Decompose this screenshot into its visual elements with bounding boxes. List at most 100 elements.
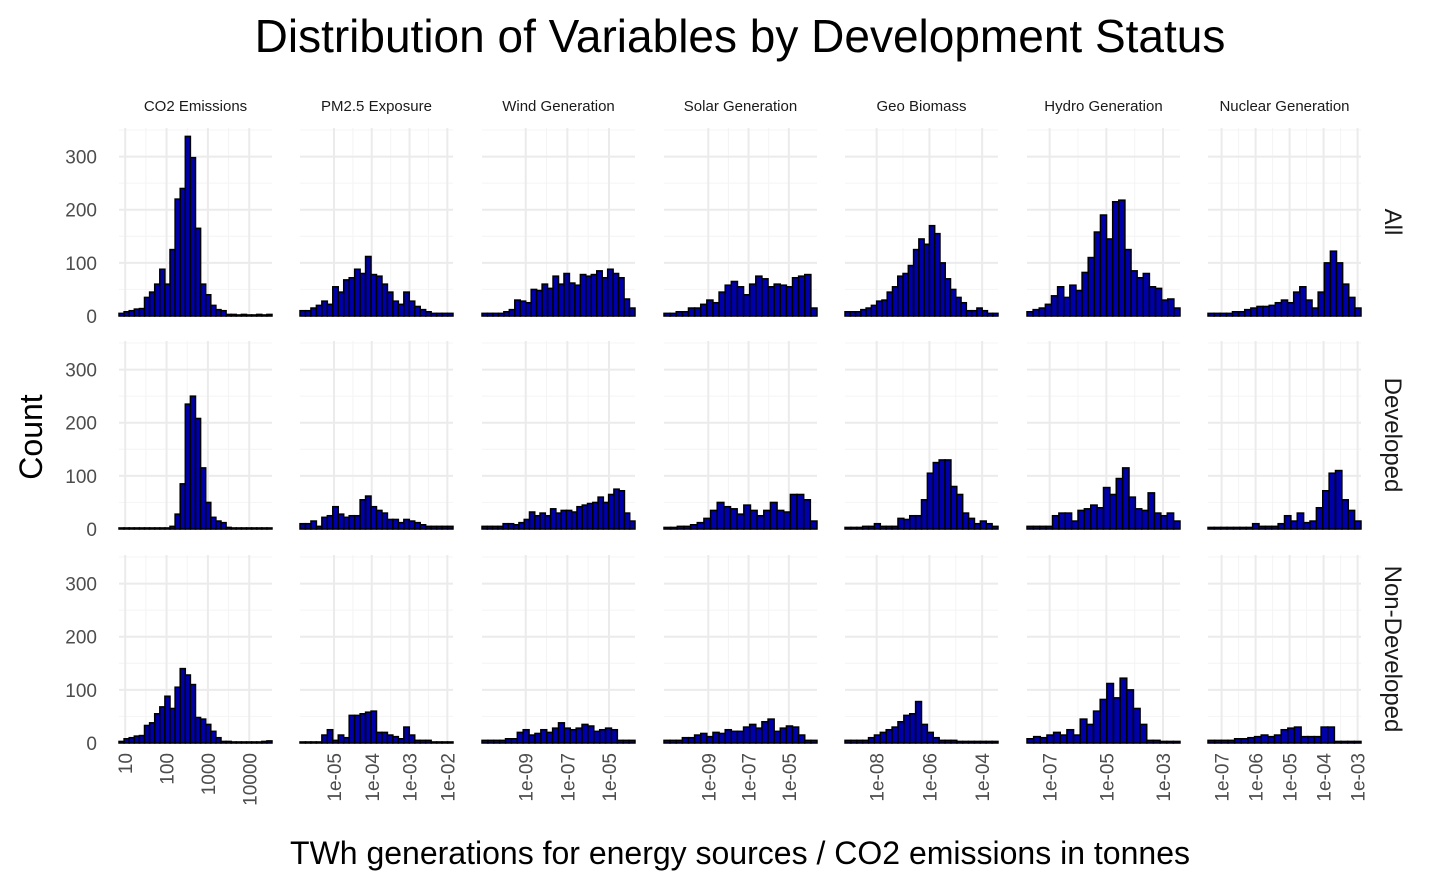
histogram-bar [435,741,443,744]
histogram-bar [199,467,207,530]
panel-solar-generation-all [663,128,818,317]
panel-geo-biomass-all [844,128,999,317]
histogram-bar [1044,303,1053,317]
histogram-bar [1286,301,1295,317]
histogram-bar [1262,305,1270,317]
histogram-bar [1280,728,1289,744]
histogram-bar [712,731,720,744]
y-tick-label: 300 [65,148,97,169]
histogram-bar [261,740,268,744]
histogram-bar [220,740,227,744]
histogram-bar [541,283,549,317]
histogram-bar [991,312,999,317]
histogram-bar [791,726,800,744]
histogram-bar [1283,514,1292,530]
histogram-bar [976,307,983,317]
histogram-bar [235,527,243,530]
histogram-bar [143,527,151,530]
histogram-bar [441,312,449,317]
histogram-bar [153,713,161,744]
histogram-bar [742,293,751,317]
histogram-bar [1237,310,1246,317]
histogram-bar [755,275,763,317]
histogram-bar [189,683,197,744]
facet-label-wind-generation: Wind Generation [502,98,615,115]
histogram-bar [849,310,857,317]
histogram-bar [575,727,583,744]
histogram-bar [1132,707,1141,744]
histogram-bar [585,275,593,317]
histogram-bar [1274,301,1283,317]
x-tick-label: 10 [116,753,137,774]
histogram-bar [359,713,367,744]
histogram-bar [773,730,782,744]
histogram-bar [359,499,367,530]
y-tick-label: 0 [86,734,97,755]
histogram-bar [143,296,151,317]
histogram-bar [138,307,146,317]
y-axis-title: Count [13,394,49,480]
histogram-bar [1172,520,1181,530]
histogram-bar [204,723,212,744]
histogram-bar [424,739,432,744]
histogram-bar [579,273,587,317]
histogram-bar [587,725,595,744]
histogram-bar [128,309,136,317]
histogram-bar [1072,734,1081,744]
histogram-bar [1253,735,1262,744]
histogram-bar [669,526,679,530]
histogram-bar [522,728,530,744]
histogram-bar [881,299,888,317]
histogram-bar [1348,296,1356,317]
x-tick-label: 1e-07 [740,753,761,802]
panel-wind-generation-developed [481,341,636,530]
histogram-bar [123,737,130,744]
histogram-bar [928,224,936,317]
histogram-bar [938,459,946,530]
histogram-bar [723,505,732,530]
panel-co2-emissions-all [118,128,273,317]
x-tick-label: 1e-05 [780,753,801,802]
histogram-bar [498,739,507,744]
histogram-bar [1280,299,1289,317]
histogram-bar [353,514,361,530]
histogram-bar [1290,520,1298,530]
panel-hydro-generation-all [1026,128,1181,317]
histogram-bar [903,714,911,744]
histogram-bar [949,288,957,317]
histogram-bar [724,284,733,317]
histogram-bar [956,493,964,530]
histogram-bar [926,731,935,744]
histogram-bar [210,304,217,317]
histogram-bar [392,735,400,744]
histogram-bar [628,739,636,744]
histogram-bar [604,727,613,744]
histogram-bar [1090,504,1098,530]
histogram-bar [435,312,443,317]
histogram-bar [159,268,166,317]
histogram-bar [304,522,312,530]
histogram-bar [1340,740,1349,744]
x-tick-label: 1e-05 [1097,753,1118,802]
histogram-bar [210,730,217,744]
histogram-bar [961,740,970,744]
histogram-bar [955,296,962,317]
panel-nuclear-generation-developed [1207,341,1362,530]
histogram-bar [544,514,552,530]
histogram-bar [392,518,400,530]
histogram-bar [430,741,438,744]
histogram-bar [693,734,702,744]
histogram-bar [1292,291,1301,317]
facet-label-all: All [1379,209,1406,236]
histogram-bar [779,727,788,744]
histogram-bar [1154,287,1163,317]
histogram-bar [1219,312,1228,317]
histogram-bar [675,310,684,317]
histogram-bar [1134,508,1143,530]
histogram-bar [502,522,510,530]
histogram-bar [693,307,702,317]
histogram-bar [950,485,958,530]
x-tick-label: 1e-07 [1213,753,1234,802]
histogram-bar [804,739,812,744]
